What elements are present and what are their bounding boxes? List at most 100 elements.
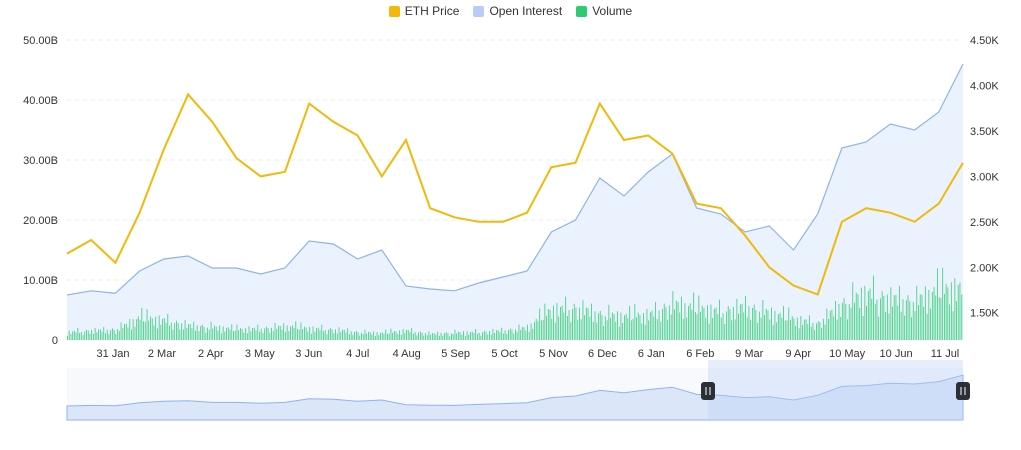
x-tick-label: 5 Oct bbox=[491, 348, 517, 360]
volume-bar bbox=[295, 321, 297, 340]
volume-bar bbox=[174, 323, 176, 340]
volume-bar bbox=[497, 330, 499, 340]
volume-bar bbox=[710, 304, 712, 340]
volume-bar bbox=[873, 275, 874, 340]
volume-bar bbox=[229, 329, 231, 340]
volume-bar bbox=[807, 324, 809, 340]
volume-bar bbox=[857, 294, 859, 340]
volume-bar bbox=[137, 316, 139, 340]
volume-bar bbox=[125, 323, 127, 340]
volume-bar bbox=[374, 336, 376, 340]
volume-bar bbox=[278, 325, 279, 340]
volume-bar bbox=[724, 324, 726, 340]
volume-bar bbox=[333, 333, 335, 340]
volume-bar bbox=[909, 301, 911, 340]
volume-bar bbox=[139, 319, 141, 340]
volume-bar bbox=[696, 314, 698, 340]
volume-bar bbox=[658, 310, 660, 340]
volume-bar bbox=[487, 334, 489, 340]
volume-bar bbox=[181, 323, 183, 340]
volume-bar bbox=[835, 300, 836, 340]
volume-bar bbox=[596, 322, 598, 340]
volume-bar bbox=[880, 298, 881, 340]
volume-bar bbox=[112, 328, 113, 340]
volume-bar bbox=[956, 301, 957, 340]
volume-bar bbox=[167, 313, 169, 340]
navigator-handle-left[interactable] bbox=[701, 382, 715, 400]
volume-bar bbox=[584, 315, 586, 340]
volume-bar bbox=[649, 312, 651, 340]
volume-bar bbox=[470, 332, 471, 340]
volume-bar bbox=[75, 332, 77, 340]
volume-bar bbox=[148, 320, 150, 340]
volume-bar bbox=[226, 327, 227, 340]
volume-bar bbox=[214, 325, 215, 340]
volume-bar bbox=[236, 324, 238, 340]
legend-item-volume[interactable]: Volume bbox=[576, 4, 632, 18]
volume-bar bbox=[732, 307, 734, 340]
volume-bar bbox=[105, 333, 106, 340]
legend-label-volume: Volume bbox=[592, 4, 633, 18]
volume-bar bbox=[821, 328, 823, 340]
legend-item-eth-price[interactable]: ETH Price bbox=[388, 4, 459, 18]
volume-bar bbox=[79, 333, 80, 340]
volume-bar bbox=[928, 290, 930, 340]
volume-bar bbox=[764, 315, 765, 340]
volume-bar bbox=[404, 332, 406, 340]
volume-bar bbox=[452, 334, 454, 340]
volume-bar bbox=[212, 328, 214, 340]
volume-bar bbox=[227, 327, 229, 340]
volume-bar bbox=[191, 328, 193, 340]
volume-bar bbox=[618, 326, 620, 340]
volume-bar bbox=[432, 333, 433, 340]
volume-bar bbox=[393, 331, 395, 340]
volume-bar bbox=[592, 321, 594, 340]
volume-bar bbox=[307, 331, 309, 340]
volume-bar bbox=[544, 303, 546, 340]
volume-bar bbox=[532, 328, 534, 340]
volume-bar bbox=[428, 331, 430, 340]
volume-bar bbox=[634, 304, 636, 340]
volume-bar bbox=[438, 335, 440, 340]
volume-bar bbox=[440, 332, 442, 340]
volume-bar bbox=[869, 288, 871, 340]
volume-bar bbox=[791, 316, 793, 340]
volume-bar bbox=[746, 317, 748, 340]
volume-bar bbox=[234, 330, 236, 340]
volume-bar bbox=[743, 312, 745, 340]
volume-bar bbox=[779, 312, 781, 340]
volume-bar bbox=[653, 316, 655, 340]
volume-bar bbox=[663, 303, 665, 340]
volume-bar bbox=[788, 307, 790, 340]
navigator-handle-right[interactable] bbox=[956, 382, 970, 400]
volume-bar bbox=[902, 299, 904, 340]
volume-bar bbox=[762, 300, 764, 340]
volume-bar bbox=[418, 332, 419, 340]
volume-bar bbox=[701, 305, 703, 340]
volume-bar bbox=[383, 333, 385, 340]
volume-bar bbox=[904, 315, 906, 340]
volume-bar bbox=[540, 320, 542, 340]
volume-bar bbox=[893, 295, 895, 340]
legend-item-open-interest[interactable]: Open Interest bbox=[473, 4, 562, 18]
volume-bar bbox=[219, 325, 221, 340]
volume-bar bbox=[67, 335, 68, 340]
volume-bar bbox=[91, 330, 93, 340]
volume-bar bbox=[72, 331, 74, 340]
volume-bar bbox=[151, 318, 153, 340]
volume-bar bbox=[368, 331, 369, 340]
volume-bar bbox=[923, 306, 925, 340]
volume-bar bbox=[409, 332, 411, 340]
volume-bar bbox=[959, 282, 961, 340]
volume-bar bbox=[947, 287, 949, 340]
volume-bar bbox=[189, 324, 191, 340]
volume-bar bbox=[907, 295, 909, 340]
volume-bar bbox=[949, 304, 951, 340]
volume-bar bbox=[345, 332, 347, 340]
volume-bar bbox=[288, 331, 290, 340]
volume-bar bbox=[134, 326, 136, 340]
volume-bar bbox=[554, 322, 556, 340]
volume-bar bbox=[691, 309, 693, 340]
volume-bar bbox=[916, 285, 918, 340]
